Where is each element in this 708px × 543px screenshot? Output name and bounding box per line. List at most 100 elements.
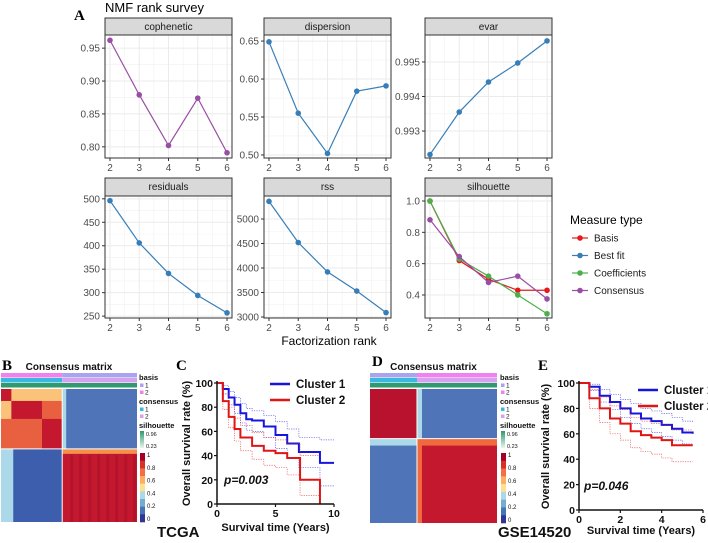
x-tick-label: 4 bbox=[166, 323, 172, 334]
y-tick-label: 4500 bbox=[237, 239, 260, 250]
facet-strip bbox=[104, 177, 233, 197]
x-tick-label: 3 bbox=[136, 323, 142, 334]
data-point bbox=[295, 110, 302, 117]
facet-strip-label: cophenetic bbox=[144, 22, 192, 33]
colorbar-segment bbox=[501, 507, 506, 516]
legend-consensus-label: 1 bbox=[506, 407, 510, 414]
heatmap-block-cluster1 bbox=[370, 389, 417, 439]
x-tick-label: 6 bbox=[544, 163, 550, 174]
legend-entry-label: Cluster 2 bbox=[296, 395, 345, 407]
heatmap-subblock bbox=[416, 438, 497, 446]
legend-basis-key bbox=[140, 390, 144, 394]
x-tick-label: 4 bbox=[166, 163, 172, 174]
colorbar-segment bbox=[140, 491, 145, 500]
x-tick-label: 6 bbox=[383, 323, 389, 334]
legend-consensus-key bbox=[140, 414, 144, 418]
dataset-caption: TCGA bbox=[157, 524, 200, 541]
legend-consensus-title: consensus bbox=[139, 397, 178, 406]
colorbar-segment bbox=[140, 468, 145, 477]
ci-upper-1 bbox=[217, 382, 320, 456]
x-tick-label: 6 bbox=[544, 323, 550, 334]
data-point bbox=[544, 38, 550, 44]
data-point bbox=[107, 197, 113, 204]
data-point bbox=[165, 142, 172, 149]
y-tick-label: 100 bbox=[557, 378, 575, 390]
annotation-consensus-cluster1 bbox=[370, 378, 417, 383]
x-tick-label: 3 bbox=[295, 163, 301, 174]
legend-entry-label: Cluster 1 bbox=[296, 379, 346, 391]
facet-strip-label: evar bbox=[479, 22, 499, 33]
x-tick-label: 4 bbox=[486, 323, 492, 334]
y-tick-label: 300 bbox=[83, 288, 100, 299]
legend-consensus-key bbox=[501, 414, 505, 418]
data-point bbox=[324, 150, 331, 157]
x-tick-label: 2 bbox=[617, 514, 623, 526]
colorbar-segment bbox=[140, 453, 145, 461]
y-tick-label: 0.55 bbox=[240, 113, 260, 124]
data-point bbox=[544, 310, 550, 317]
ci-lower-0 bbox=[217, 382, 334, 487]
heatmap-block-cluster2 bbox=[416, 438, 497, 523]
x-tick-label: 4 bbox=[325, 163, 331, 174]
legend-basis-key bbox=[501, 390, 505, 394]
heatmap-subblock bbox=[11, 400, 43, 419]
x-tick-label: 2 bbox=[266, 163, 272, 174]
heatmap-stripe bbox=[106, 454, 110, 522]
legend-silhouette-min: 0.23 bbox=[146, 444, 157, 450]
legend-entry-label: Best fit bbox=[594, 251, 625, 262]
facet-evar: 2 3 4 5 6 0.993 0.994 0.995 evar bbox=[395, 17, 553, 174]
data-point bbox=[194, 292, 201, 299]
x-tick-label: 2 bbox=[107, 163, 113, 174]
legend-basis-label: 2 bbox=[145, 390, 149, 397]
legend-silhouette-title: silhouette bbox=[139, 421, 174, 430]
x-tick-label: 6 bbox=[700, 514, 706, 526]
legend-basis-label: 2 bbox=[506, 390, 510, 397]
data-point bbox=[456, 109, 463, 115]
consensus-heatmap-d: Consensus matrixbasis12consensus12silhou… bbox=[370, 362, 571, 541]
facet-rss: 2 3 4 5 6 3000 3500 4000 4500 5000 rss bbox=[237, 177, 392, 334]
data-point bbox=[427, 151, 433, 158]
y-tick-label: 500 bbox=[83, 194, 100, 205]
data-point bbox=[224, 310, 230, 316]
y-tick-label: 0.85 bbox=[81, 109, 101, 120]
x-tick-label: 3 bbox=[136, 163, 142, 174]
facet-dispersion: 2 3 4 5 6 0.50 0.55 0.60 0.65 dispersion bbox=[240, 17, 392, 174]
heatmap-subblock bbox=[1, 389, 12, 401]
data-point bbox=[427, 217, 433, 223]
data-point bbox=[485, 279, 492, 286]
data-point bbox=[107, 37, 113, 44]
facet-strip-label: residuals bbox=[148, 182, 188, 193]
x-tick-label: 5 bbox=[354, 323, 360, 334]
data-point bbox=[136, 240, 143, 246]
y-tick-label: 0.95 bbox=[81, 44, 101, 55]
survival-curve-0 bbox=[579, 382, 694, 434]
legend-silhouette-min: 0.23 bbox=[507, 444, 518, 450]
y-tick-label: 0 bbox=[569, 505, 575, 517]
ci-upper-0 bbox=[579, 382, 694, 423]
legend-entry-label: Consensus bbox=[594, 286, 644, 297]
x-tick-label: 6 bbox=[224, 323, 230, 334]
y-tick-label: 3500 bbox=[237, 288, 260, 299]
x-tick-label: 0 bbox=[576, 514, 582, 526]
legend-key-point bbox=[577, 252, 583, 259]
x-tick-label: 5 bbox=[195, 163, 201, 174]
x-tick-label: 4 bbox=[486, 163, 492, 174]
colorbar-label: 1 bbox=[508, 453, 512, 459]
colorbar-segment bbox=[140, 506, 145, 515]
data-point bbox=[194, 95, 201, 101]
data-point bbox=[136, 92, 143, 98]
x-tick-label: 4 bbox=[659, 514, 665, 526]
colorbar-segment bbox=[501, 491, 506, 500]
survival-curve-1 bbox=[217, 382, 321, 504]
legend-silhouette-title: silhouette bbox=[500, 421, 535, 430]
data-point bbox=[165, 270, 172, 277]
y-tick-label: 60 bbox=[563, 429, 575, 441]
ci-upper-1 bbox=[579, 382, 693, 431]
colorbar-segment bbox=[501, 476, 506, 485]
x-tick-label: 3 bbox=[456, 323, 462, 334]
legend-basis-key bbox=[501, 383, 505, 387]
colorbar-label: 1 bbox=[147, 453, 151, 459]
heatmap-title: Consensus matrix bbox=[26, 362, 113, 373]
colorbar-label: 0.6 bbox=[147, 479, 156, 485]
colorbar-segment bbox=[501, 468, 506, 477]
